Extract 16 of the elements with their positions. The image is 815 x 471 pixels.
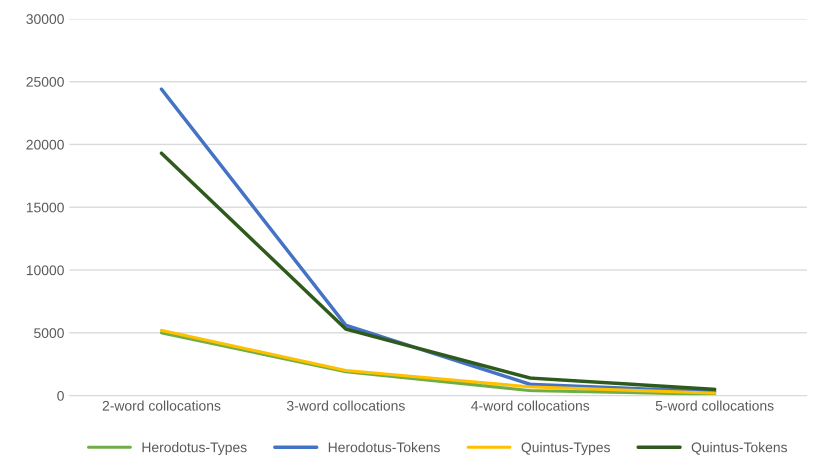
line-series [160, 151, 716, 392]
x-tick-label: 2-word collocations [102, 400, 220, 411]
legend-label: Herodotus-Tokens [328, 442, 440, 452]
legend-label: Herodotus-Types [142, 442, 247, 455]
x-tick-label: 5-word collocations [656, 400, 774, 411]
y-tick-label: 0 [57, 390, 64, 401]
y-tick-label: 30000 [26, 14, 64, 24]
x-tick-label: 3-word collocations [286, 400, 405, 411]
y-tick-label: 25000 [26, 76, 64, 87]
y-tick-label: 10000 [26, 265, 64, 276]
x-tick-label: 4-word collocations [471, 400, 590, 411]
y-tick-label: 15000 [26, 202, 64, 212]
y-tick-label: 20000 [26, 140, 64, 150]
y-tick-label: 5000 [34, 328, 64, 338]
legend-label: Quintus-Types [522, 442, 610, 455]
legend-label: Quintus-Tokens [692, 442, 788, 455]
